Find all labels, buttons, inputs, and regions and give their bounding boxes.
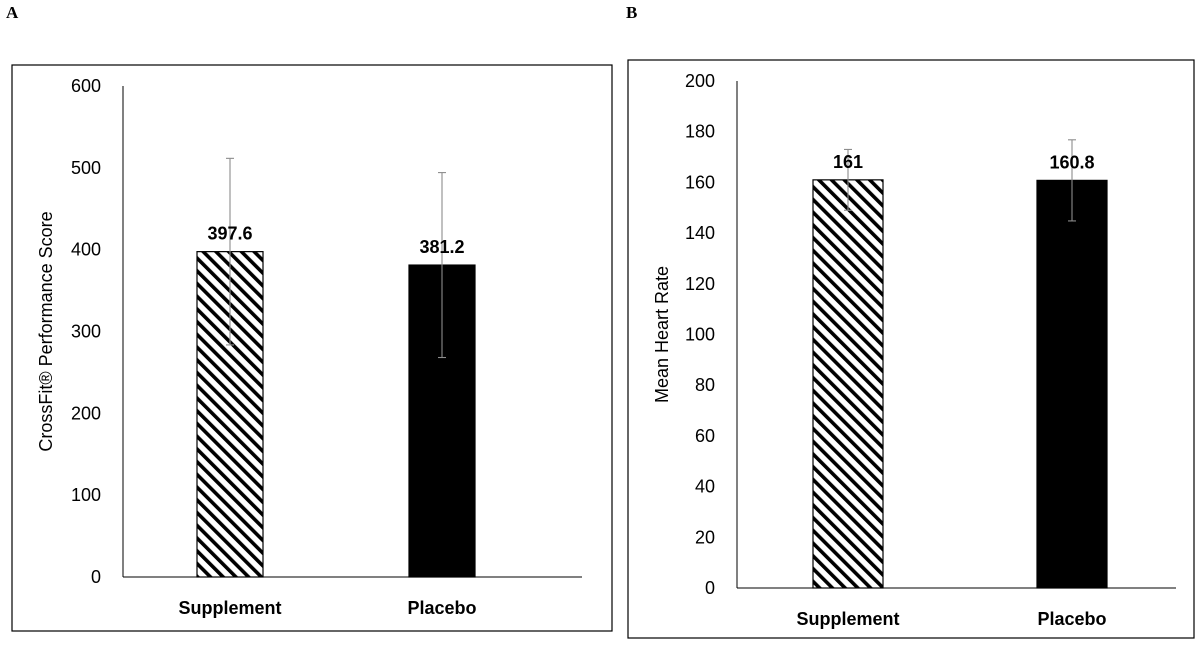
y-tick-label: 0 [91,567,101,587]
chart-frame [11,64,613,632]
error-bar [844,148,852,211]
y-tick-label: 160 [685,172,715,192]
y-tick-label: 40 [695,477,715,497]
y-tick-label: 180 [685,122,715,142]
y-tick-label: 60 [695,426,715,446]
y-axis-label: Mean Heart Rate [652,266,672,403]
bar-supplement [812,179,884,589]
chart-panel-a: 0 100 200 300 400 500 600 CrossFit® Performance… [11,64,613,632]
y-tick-label: 100 [685,325,715,345]
y-tick-label: 140 [685,223,715,243]
error-bar [1068,139,1076,222]
bar-placebo [1036,179,1108,589]
error-bar [438,172,446,359]
y-tick-label: 0 [705,578,715,598]
y-tick-label: 200 [685,71,715,91]
y-axis-label: CrossFit® Performance Score [36,211,56,451]
x-category-label: Placebo [407,598,476,618]
x-category-label: Supplement [796,609,899,629]
x-category-label: Supplement [178,598,281,618]
x-category-label: Placebo [1037,609,1106,629]
y-tick-label: 120 [685,274,715,294]
data-label: 397.6 [207,224,252,244]
panel-letter-b: B [626,3,638,22]
error-bar [226,157,234,346]
data-label: 161 [833,152,863,172]
y-tick-label: 100 [71,485,101,505]
chart-panel-b: 0 20 40 60 80 100 120 140 160 180 200 Mean Heart Ra… [627,59,1195,639]
y-tick-label: 200 [71,403,101,423]
y-tick-label: 600 [71,76,101,96]
y-tick-label: 80 [695,375,715,395]
data-label: 381.2 [419,237,464,257]
y-tick-label: 500 [71,158,101,178]
panel-letter-a: A [6,3,19,22]
y-tick-label: 400 [71,240,101,260]
data-label: 160.8 [1049,152,1094,172]
y-tick-label: 20 [695,527,715,547]
y-tick-label: 300 [71,322,101,342]
chart-frame [627,59,1195,639]
